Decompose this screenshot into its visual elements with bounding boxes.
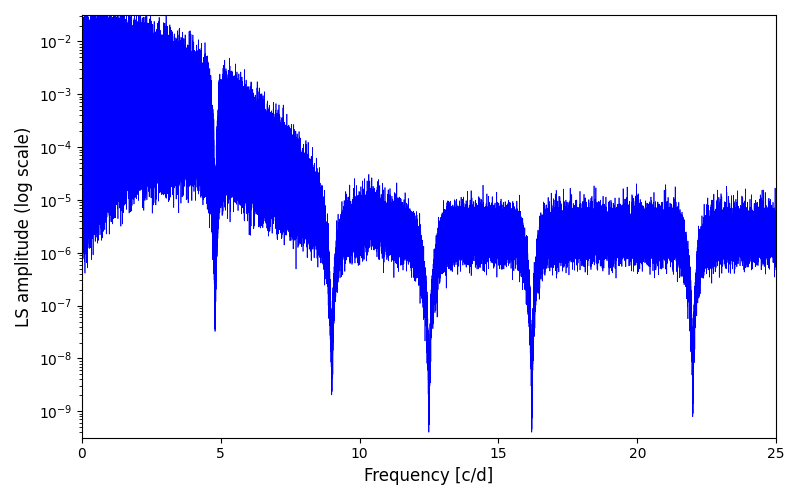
Y-axis label: LS amplitude (log scale): LS amplitude (log scale) (15, 126, 33, 326)
X-axis label: Frequency [c/d]: Frequency [c/d] (364, 467, 494, 485)
